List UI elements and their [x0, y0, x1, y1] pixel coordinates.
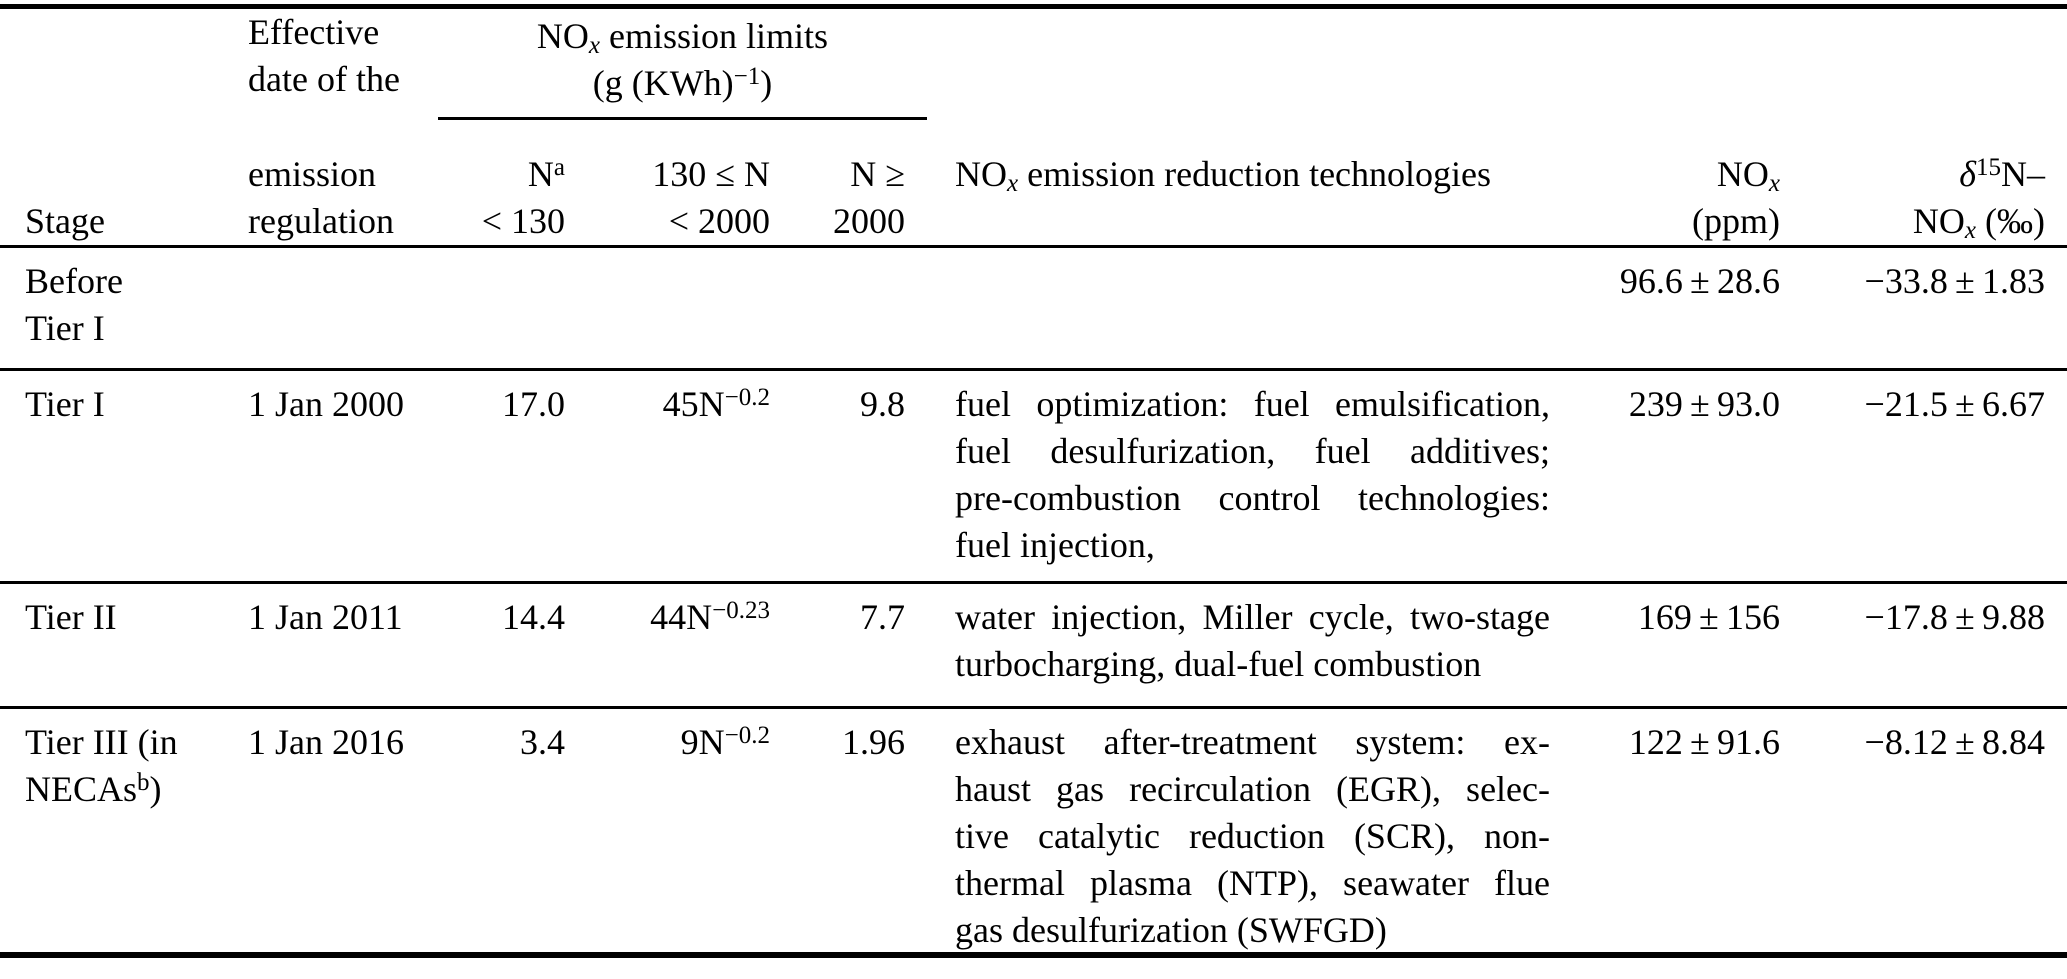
nox-ppm-cell: 96.6 ± 28.6	[1619, 261, 1780, 301]
technologies-cell: exhaust after-treatment system: ex-haust…	[905, 719, 1550, 954]
delta15n-cell: −17.8 ± 9.88	[1864, 597, 2045, 637]
limit-130-le-n-lt-2000-cell: 44N−0.23	[650, 596, 770, 637]
delta15n-cell: −21.5 ± 6.67	[1864, 384, 2045, 424]
limit-n-lt-130-cell	[418, 258, 565, 368]
text-line: fuel desulfurization, fuel additives;	[955, 431, 1550, 471]
row-divider-rule	[0, 706, 2067, 709]
header-nox-limits-title: NOx emission limits (g (KWh)−1)	[438, 9, 927, 120]
limit-n-ge-2000-cell	[770, 258, 905, 368]
header-effective-date-top: Effective date of the	[248, 9, 418, 103]
text-line: regulation	[248, 201, 394, 241]
table-row-tier-3: Tier III (in NECAsb) 1 Jan 2016 3.4 9N−0.…	[0, 709, 2067, 952]
header-nox-limits-group: NOx emission limits (g (KWh)−1)	[418, 9, 927, 151]
text-line: NECAsb)	[25, 768, 162, 809]
header-technologies-label: NOx emission reduction technologies	[955, 154, 1492, 197]
header-nox-ppm: NOx (ppm)	[1550, 9, 1780, 245]
nox-ppm-cell: 239 ± 93.0	[1628, 384, 1780, 424]
row-divider-rule	[0, 368, 2067, 371]
text-line: (ppm)	[1692, 201, 1780, 241]
text-line: Before	[25, 261, 123, 301]
nox-ppm-cell: 169 ± 156	[1637, 597, 1780, 637]
text-line: N ≥	[850, 154, 905, 194]
text-line: δ15N–	[1959, 153, 2045, 194]
date-cell: 1 Jan 2011	[248, 597, 403, 637]
header-effective-date-bottom: emission regulation	[248, 151, 418, 245]
emission-standards-table: Stage Effective date of the emission regul…	[0, 4, 2067, 958]
technologies-cell: water injection, Miller cycle, two-stage…	[905, 594, 1550, 706]
date-cell: 1 Jan 2016	[248, 722, 404, 762]
table-header: Stage Effective date of the emission regul…	[0, 9, 2067, 245]
table-top-rule	[0, 4, 2067, 9]
text-line: < 2000	[668, 201, 770, 241]
limit-n-lt-130-cell: 3.4	[520, 722, 565, 762]
table-bottom-rule	[0, 952, 2067, 958]
table-row-tier-2: Tier II 1 Jan 2011 14.4 44N−0.23 7.7 wat…	[0, 584, 2067, 706]
text-line: Na	[527, 153, 565, 194]
text-line: thermal plasma (NTP), seawater flue	[955, 863, 1550, 903]
technologies-cell: fuel optimization: fuel emulsification, f…	[905, 381, 1550, 581]
stage-cell: Tier III (in NECAsb)	[25, 719, 248, 954]
limit-130-le-n-lt-2000-cell	[565, 258, 770, 368]
header-bottom-rule	[0, 245, 2067, 248]
limit-130-le-n-lt-2000-cell: 9N−0.2	[680, 721, 770, 762]
text-line: turbocharging, dual-fuel combustion	[955, 644, 1482, 684]
header-col-n-ge-2000: N ≥ 2000	[770, 151, 905, 245]
limit-n-ge-2000-cell: 1.96	[842, 722, 905, 762]
text-line: (g (KWh)−1)	[592, 62, 773, 103]
technologies-cell	[905, 258, 1550, 368]
header-stage: Stage	[25, 9, 248, 245]
limit-130-le-n-lt-2000-cell: 45N−0.2	[662, 383, 770, 424]
header-delta15n: δ15N– NOx (‰)	[1780, 9, 2045, 245]
row-divider-rule	[0, 581, 2067, 584]
limit-n-ge-2000-cell: 9.8	[860, 384, 905, 424]
text-line: water injection, Miller cycle, two-stage	[955, 597, 1550, 637]
limit-n-ge-2000-cell: 7.7	[860, 597, 905, 637]
text-line: tive catalytic reduction (SCR), non-	[955, 816, 1550, 856]
text-line: NOx emission limits	[536, 16, 829, 59]
header-col-130-le-n-lt-2000: 130 ≤ N < 2000	[565, 151, 770, 245]
text-line: Tier I	[25, 384, 105, 424]
header-col-n-lt-130: Na < 130	[418, 151, 565, 245]
text-line: fuel injection,	[955, 525, 1155, 565]
text-line: 130 ≤ N	[652, 154, 770, 194]
table-row-before-tier-1: Before Tier I 96.6 ± 28.6 −33.8 ± 1.83	[0, 248, 2067, 368]
text-line: date of the	[248, 59, 400, 99]
text-line: NOx	[1716, 154, 1780, 197]
text-line: emission	[248, 154, 377, 194]
text-line: haust gas recirculation (EGR), selec-	[955, 769, 1550, 809]
header-stage-label: Stage	[25, 201, 105, 241]
stage-cell: Tier II	[25, 594, 248, 706]
text-line: 2000	[833, 201, 905, 241]
date-cell	[248, 258, 418, 368]
date-cell: 1 Jan 2000	[248, 384, 404, 424]
text-line: gas desulfurization (SWFGD)	[955, 910, 1387, 950]
delta15n-cell: −8.12 ± 8.84	[1864, 722, 2045, 762]
text-line: NOx (‰)	[1912, 201, 2045, 244]
text-line: exhaust after-treatment system: ex-	[955, 722, 1550, 762]
stage-cell: Tier I	[25, 381, 248, 581]
text-line: < 130	[481, 201, 565, 241]
delta15n-cell: −33.8 ± 1.83	[1864, 261, 2045, 301]
text-line: Tier I	[25, 308, 105, 348]
text-line: pre-combustion control technologies:	[955, 478, 1550, 518]
header-technologies: NOx emission reduction technologies	[905, 9, 1550, 198]
text-line: Effective	[248, 12, 380, 52]
text-line: Tier III (in	[25, 722, 178, 762]
text-line: fuel optimization: fuel emulsification,	[955, 384, 1550, 424]
table-row-tier-1: Tier I 1 Jan 2000 17.0 45N−0.2 9.8 fuel …	[0, 371, 2067, 581]
text-line: Tier II	[25, 597, 117, 637]
header-effective-date: Effective date of the emission regulation	[248, 9, 418, 245]
nox-ppm-cell: 122 ± 91.6	[1628, 722, 1780, 762]
limit-n-lt-130-cell: 14.4	[502, 597, 565, 637]
stage-cell: Before Tier I	[25, 258, 248, 368]
limit-n-lt-130-cell: 17.0	[502, 384, 565, 424]
